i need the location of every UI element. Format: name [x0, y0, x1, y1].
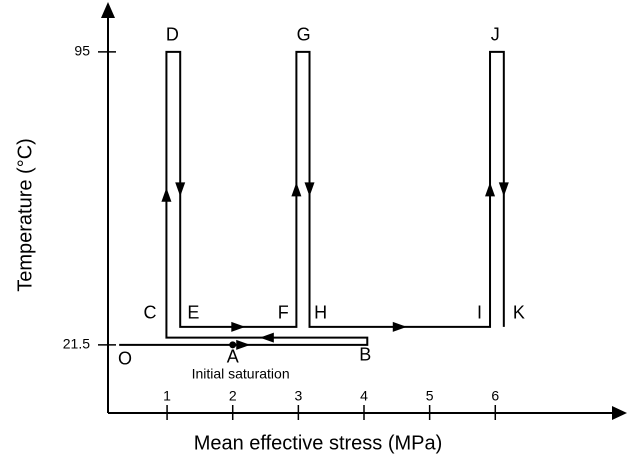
direction-arrow — [231, 321, 246, 332]
annotation: G — [297, 25, 311, 45]
annotation: I — [477, 302, 482, 322]
direction-arrow — [259, 332, 274, 343]
x-tick-label: 6 — [491, 388, 499, 404]
direction-arrow — [291, 182, 302, 197]
x-tick-label: 3 — [294, 388, 302, 404]
direction-arrow — [498, 182, 509, 197]
annotation: E — [187, 302, 199, 322]
direction-arrow — [175, 182, 186, 197]
y-axis-arrow — [101, 2, 115, 18]
y-tick-label: 95 — [74, 43, 90, 59]
stress-path — [119, 50, 505, 346]
annotation: K — [513, 302, 525, 322]
annotation: C — [144, 302, 157, 322]
annotation: F — [278, 302, 289, 322]
x-tick-label: 1 — [163, 388, 171, 404]
direction-arrow — [161, 187, 172, 202]
y-axis-title: Temperature (°C) — [14, 138, 36, 292]
direction-arrow — [236, 339, 251, 350]
annotation: J — [491, 25, 500, 45]
annotation: H — [314, 302, 327, 322]
y-tick-label: 21.5 — [63, 336, 90, 352]
x-tick-label: 2 — [229, 388, 237, 404]
annotation: O — [118, 349, 132, 369]
annotation: A — [227, 347, 239, 367]
x-tick-label: 5 — [426, 388, 434, 404]
x-axis-title: Mean effective stress (MPa) — [194, 432, 443, 454]
annotation: B — [359, 345, 371, 365]
annotation: Initial saturation — [192, 365, 290, 381]
direction-arrow — [392, 321, 407, 332]
x-axis-arrow — [612, 406, 627, 420]
x-tick-label: 4 — [360, 388, 368, 404]
marked-point — [229, 341, 237, 349]
direction-arrow — [485, 182, 496, 197]
annotation: D — [166, 25, 179, 45]
direction-arrow — [304, 182, 315, 197]
